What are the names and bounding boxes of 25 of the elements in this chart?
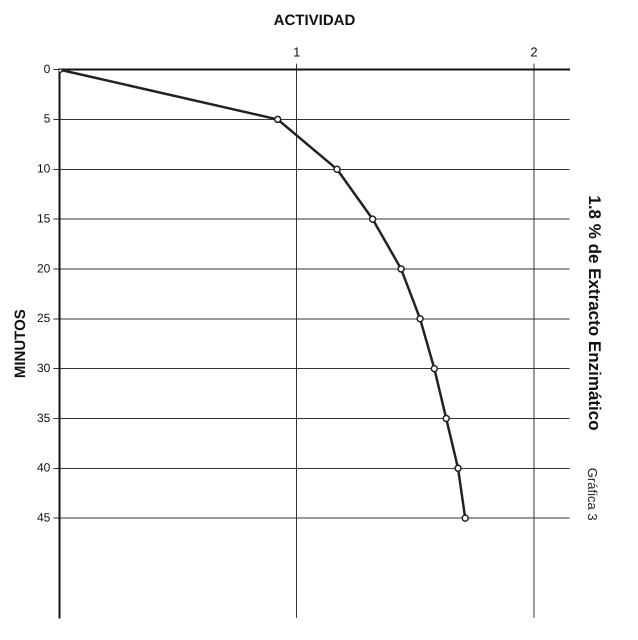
y-tick-label: 35 [36,410,51,425]
point [416,315,424,323]
x-axis-title: ACTIVIDAD [274,12,356,30]
point [333,166,341,174]
y-tick-label: 5 [44,112,51,126]
point [461,514,469,522]
point [397,265,405,273]
point [442,414,450,422]
x-tick-label: 2 [530,44,538,60]
y-tick-label: 30 [36,360,51,375]
y-axis-title: MINUTOS [12,309,30,378]
x-tick-label: 1 [293,44,300,60]
y-tick-label: 45 [36,510,51,524]
y-tick-label: 20 [36,261,51,276]
y-tick-label: 15 [36,211,51,226]
point [430,364,438,372]
point [274,116,282,124]
y-tick-label: 0 [44,62,51,76]
point [454,464,462,472]
y-tick-label: 40 [36,460,51,475]
y-tick-label: 10 [36,162,51,176]
text: 1.8 % de Extracto Enzimático [585,195,604,431]
text: Gráfica 3 [585,468,600,521]
y-tick-label: 25 [36,311,51,326]
point [368,215,376,223]
